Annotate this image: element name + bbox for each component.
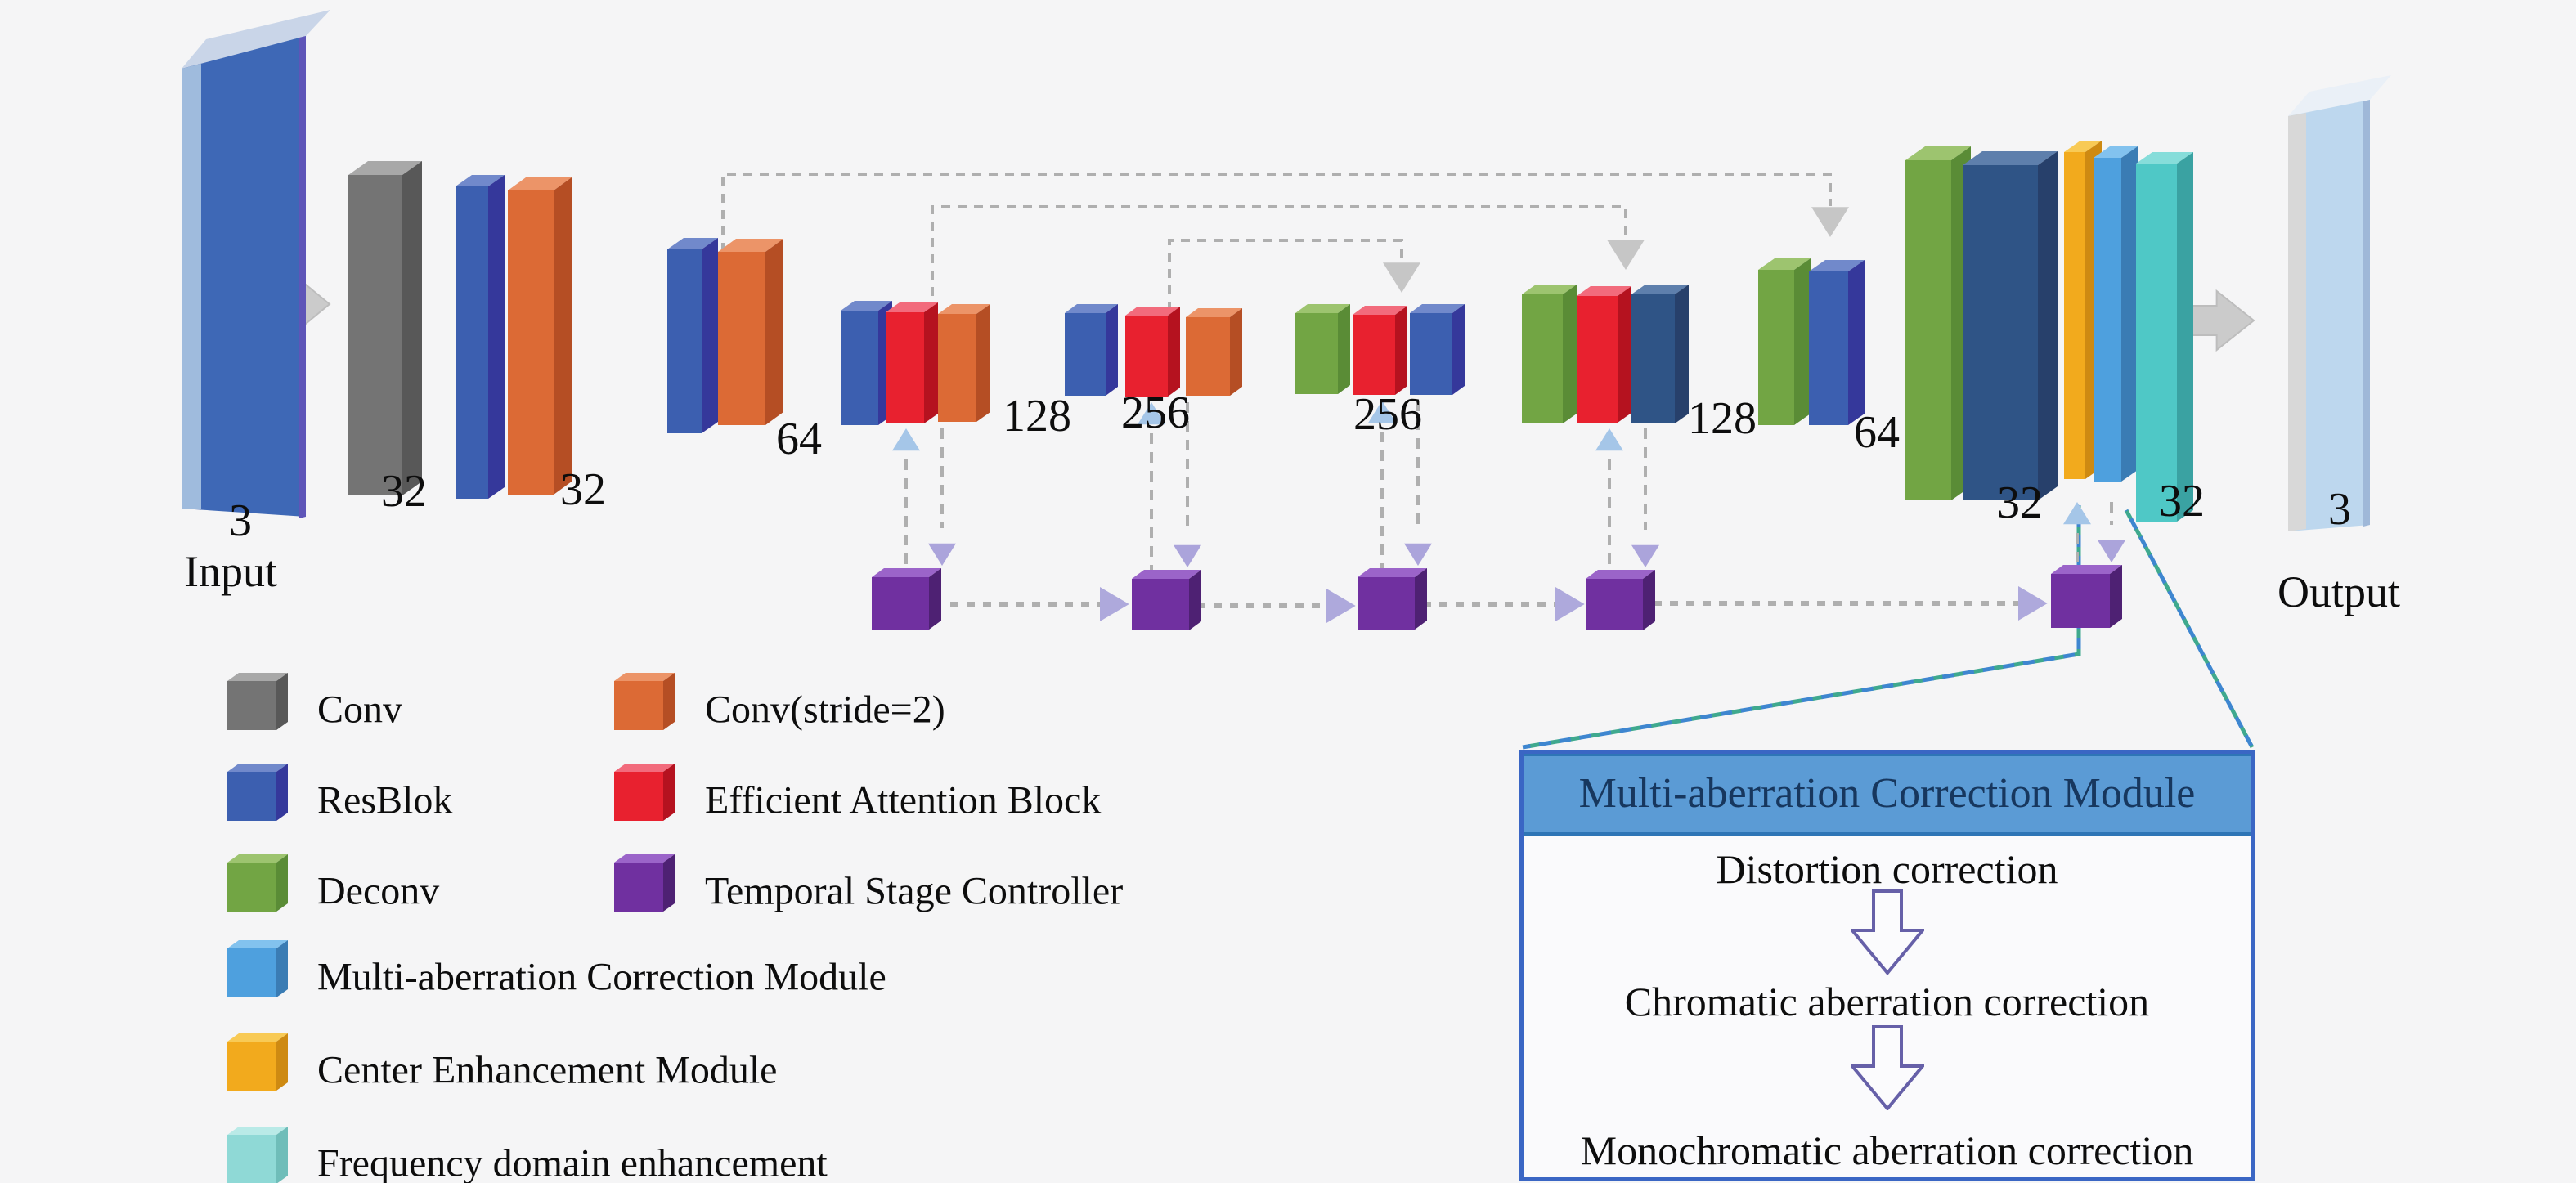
channel-count-label: 256 [1121,388,1190,438]
legend-label: Temporal Stage Controller [705,869,1124,913]
legend-cubes [227,673,675,1183]
legend-label: Conv [317,688,403,732]
output-label: Output [2277,567,2401,616]
callout-step-chromatic: Chromatic aberration correction [1624,979,2150,1024]
hollow-down-arrow-icon [1850,889,1924,975]
channel-count-label: 64 [776,414,822,464]
channel-count-label: 32 [560,464,606,515]
legend-label: Center Enhancement Module [317,1048,778,1092]
callout-step-monochromatic: Monochromatic aberration correction [1580,1127,2194,1173]
output-feature-panel [2288,75,2391,531]
macm-callout-box: Multi-aberration Correction Module Disto… [1519,750,2255,1181]
temporal-stage-controller-cubes [872,565,2122,630]
channel-count-label: 32 [2159,476,2205,527]
legend-label: Efficient Attention Block [705,778,1102,822]
hollow-down-arrow-icon [1850,1025,1924,1110]
input-label: Input [184,547,277,596]
channel-count-label: 32 [1997,477,2043,528]
skip-connections [721,173,1849,311]
channel-count-label: 32 [381,466,427,517]
callout-step-distortion: Distortion correction [1716,846,2058,892]
input-feature-panel [182,10,330,518]
callout-title: Multi-aberration Correction Module [1524,754,2251,836]
channel-count-label: 3 [2328,484,2351,535]
legend-label: Frequency domain enhancement [317,1141,828,1183]
legend-label: Deconv [317,869,440,913]
channel-count-label: 3 [229,495,252,546]
stage-controller-links [892,401,2125,623]
legend-label: ResBlok [317,778,453,822]
channel-count-label: 256 [1353,389,1422,440]
legend-label: Multi-aberration Correction Module [317,955,886,999]
network-layer-blocks [348,141,2193,522]
channel-count-label: 128 [1003,391,1071,441]
legend-label: Conv(stride=2) [705,688,945,732]
channel-count-label: 64 [1854,407,1900,458]
channel-count-label: 128 [1688,393,1757,444]
